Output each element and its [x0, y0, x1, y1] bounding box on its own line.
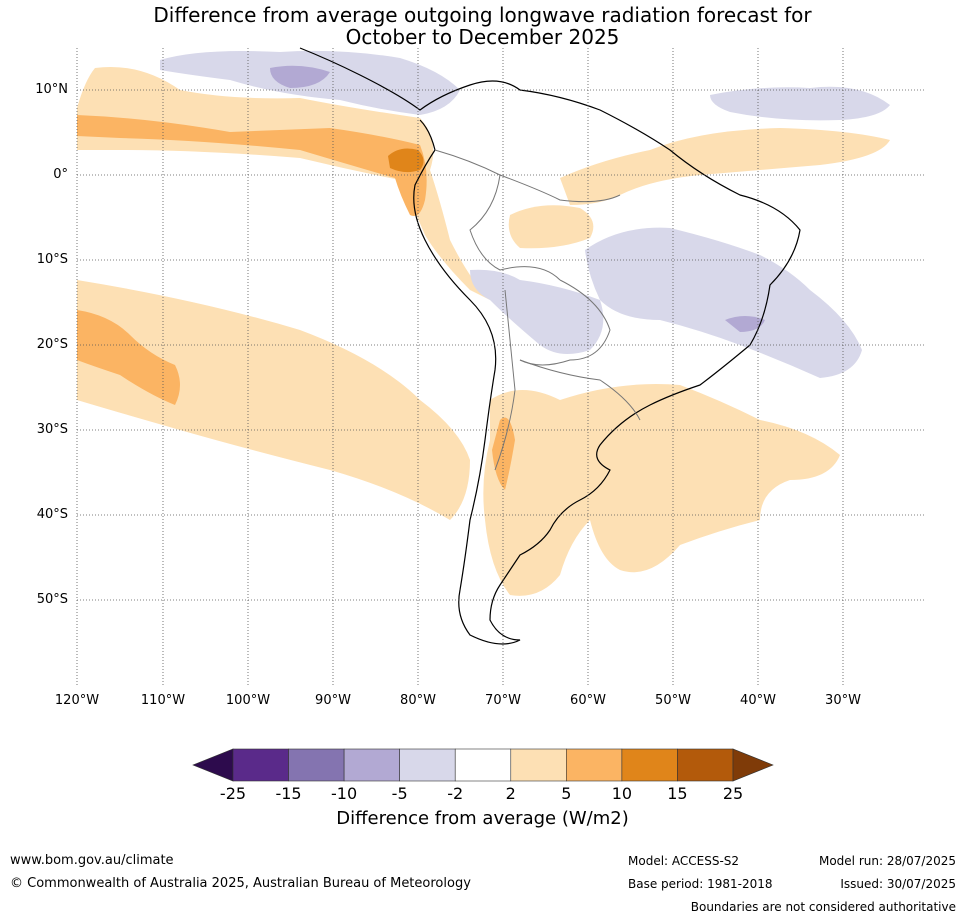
longitude-label: 60°W [570, 693, 606, 708]
colorbar-segment [566, 748, 623, 782]
title-line-2: October to December 2025 [345, 25, 620, 49]
anomaly-fill-pos-medium-south-pacific [77, 310, 180, 405]
country-borders [434, 149, 641, 471]
footer-model: Model: ACCESS-S2 [628, 854, 740, 868]
longitude-label: 100°W [225, 693, 271, 708]
longitude-label: 30°W [825, 693, 861, 708]
longitude-label: 120°W [54, 693, 100, 708]
colorbar-tick-label: 15 [667, 784, 688, 803]
colorbar-tick-label: -2 [447, 784, 464, 803]
colorbar-tick-label: -15 [275, 784, 302, 803]
latitude-label: 40°S [36, 507, 68, 522]
longitude-label: 110°W [140, 693, 186, 708]
longitude-label: 70°W [485, 693, 521, 708]
border-line [519, 359, 641, 421]
anomaly-fill-neg-mid-brazil [725, 316, 765, 332]
longitude-label: 50°W [655, 693, 691, 708]
map-title: Difference from average outgoing longwav… [0, 4, 965, 48]
colorbar-segment [677, 748, 734, 782]
anomaly-fill-pos-dark-galapagos [388, 148, 424, 173]
anomaly-fill-pos-light-amazon [508, 205, 594, 249]
latitude-label: 30°S [36, 422, 68, 437]
colorbar-tick-label: 5 [561, 784, 572, 803]
south-america-coastline [299, 47, 801, 645]
anomaly-fill-neg-light-brazil [585, 227, 862, 378]
anomaly-fill-pos-medium-andes [492, 417, 515, 490]
anomaly-fill-pos-light-south-pacific [77, 280, 470, 520]
border-line [494, 289, 516, 471]
colorbar-segment [232, 748, 289, 782]
latitude-label: 0° [53, 167, 68, 182]
longitude-label: 80°W [400, 693, 436, 708]
colorbar-segment [343, 748, 400, 782]
anomaly-fill-neg-light-north-atlantic [710, 86, 890, 121]
footer-disclaimer: Boundaries are not considered authoritat… [690, 900, 956, 914]
anomaly-fill-pos-light-equatorial-atlantic [560, 128, 890, 205]
colorbar-tick-label: -10 [331, 784, 358, 803]
colorbar-arrow-low [192, 748, 234, 782]
longitude-label: 90°W [315, 693, 351, 708]
colorbar-tick-label: 25 [722, 784, 744, 803]
anomaly-fill-pos-medium-east-pacific [77, 115, 427, 216]
colorbar-segment [399, 748, 456, 782]
colorbar-arrow-high [732, 748, 774, 782]
footer-model-run: Model run: 28/07/2025 [818, 854, 956, 868]
anomaly-fills [77, 50, 890, 596]
colorbar-tick-label: -25 [219, 784, 247, 803]
border-line [469, 174, 561, 281]
colorbar-segment [454, 748, 512, 782]
latitude-label: 20°S [36, 337, 68, 352]
colorbar-tick-label: -5 [391, 784, 408, 803]
footer-copyright: © Commonwealth of Australia 2025, Austra… [10, 876, 471, 891]
colorbar-label: Difference from average (W/m2) [336, 808, 629, 829]
anomaly-fill-neg-mid-central-america [270, 65, 330, 88]
border-line [434, 149, 621, 203]
colorbar-segment [621, 748, 678, 782]
latitude-label: 10°N [35, 82, 68, 97]
anomaly-fill-pos-light-southern-sa [483, 384, 840, 596]
anomaly-fill-neg-light-bolivia [470, 269, 604, 354]
colorbar-tick-label: 10 [611, 784, 633, 803]
longitude-label: 40°W [740, 693, 776, 708]
colorbar-segment [510, 748, 567, 782]
land-boundaries [299, 47, 801, 645]
footer-issued: Issued: 30/07/2025 [840, 877, 956, 891]
footer-website: www.bom.gov.au/climate [10, 853, 174, 868]
latitude-label: 10°S [36, 252, 68, 267]
colorbar-segment [288, 748, 345, 782]
border-line [519, 279, 611, 366]
colorbar-tick-label: 2 [505, 784, 516, 803]
footer-base-period: Base period: 1981-2018 [628, 877, 773, 891]
latitude-label: 50°S [36, 592, 68, 607]
title-line-1: Difference from average outgoing longwav… [153, 3, 812, 27]
